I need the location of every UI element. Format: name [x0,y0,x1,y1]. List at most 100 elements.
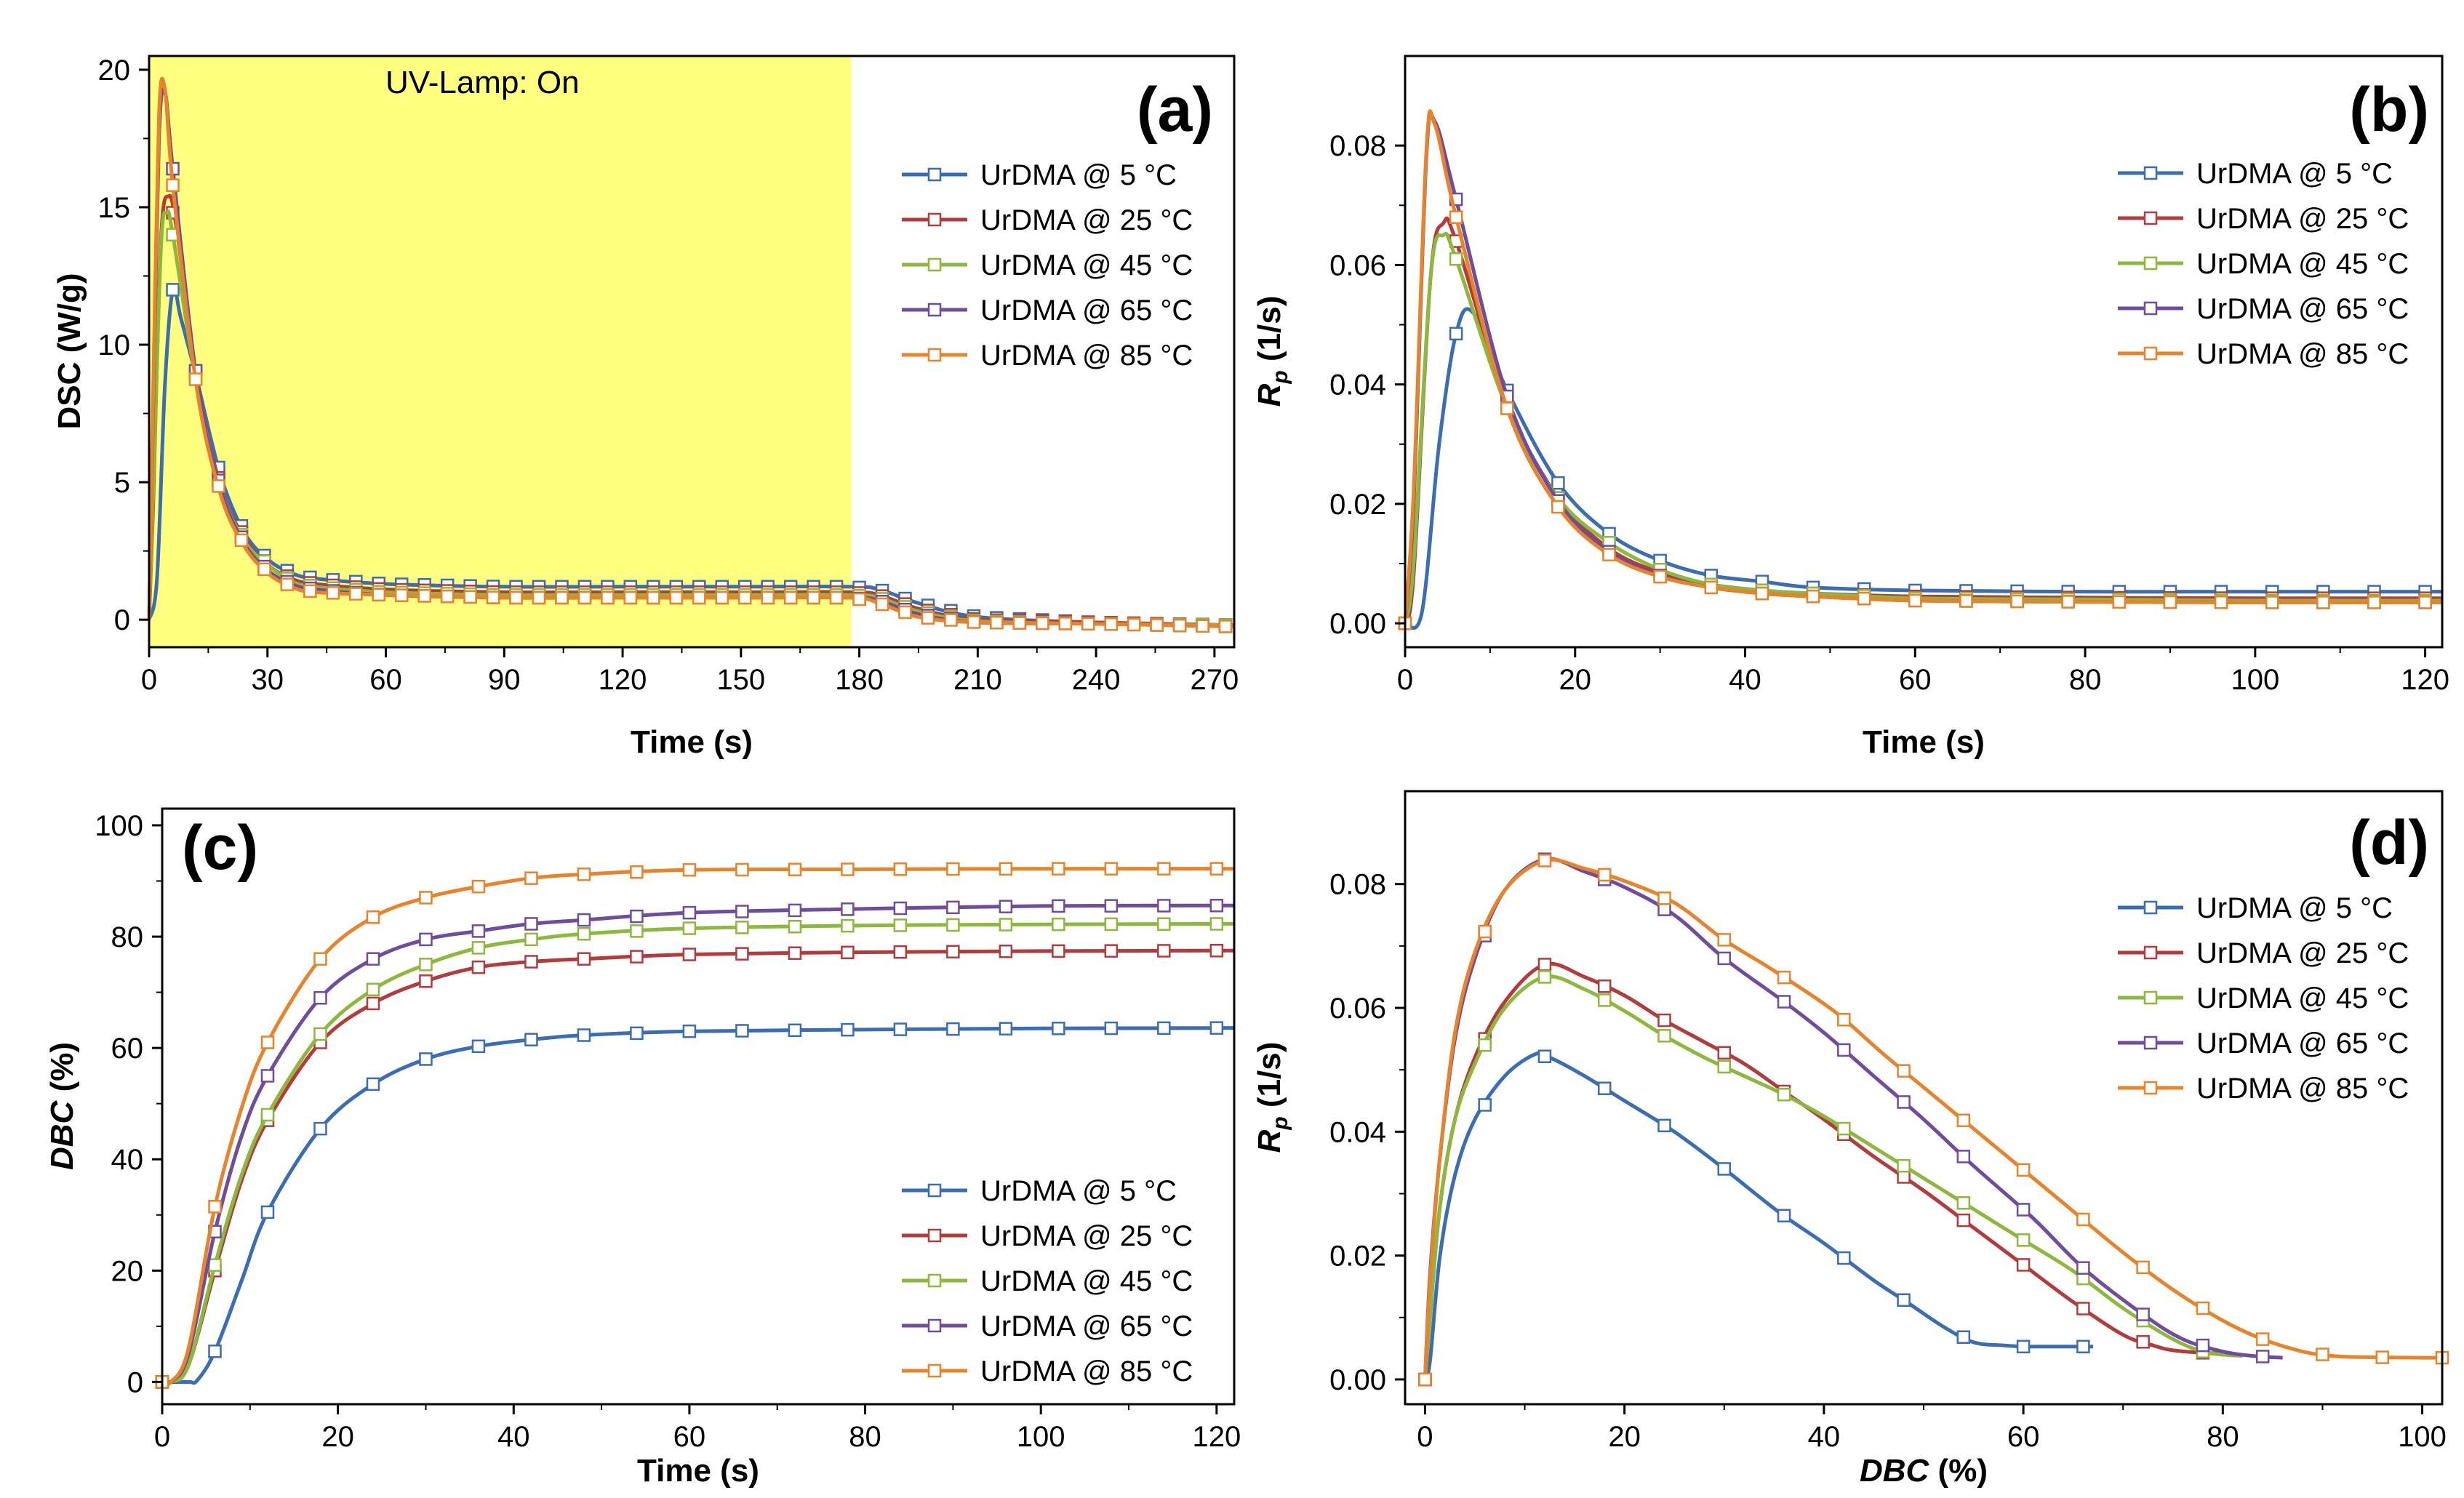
series-marker-c-4-15 [946,862,960,876]
x-axis-title-a: Time (s) [631,724,753,760]
series-marker-c-1-18 [1104,944,1119,958]
series-marker-d-4-2 [1537,854,1552,868]
y-axis-title-d-unit: (1/s) [1252,1042,1287,1117]
x-axis-title-d: DBC (%) [1860,1453,1988,1489]
x-tick-label-d-3: 60 [2007,1421,2040,1453]
legend-marker-b-3 [2143,301,2158,316]
legend-marker-a-3 [927,303,942,317]
x-tick-label-d-2: 40 [1808,1421,1841,1453]
x-tick-label-a-8: 240 [1072,664,1121,696]
series-marker-c-1-13 [841,945,855,960]
legend-label-b-2: UrDMA @ 45 °C [2196,248,2409,280]
series-marker-c-0-14 [893,1022,908,1036]
series-marker-c-0-6 [471,1039,486,1054]
legend-marker-d-4 [2143,1081,2158,1095]
series-marker-d-4-16 [2375,1350,2389,1364]
series-marker-d-3-5 [1717,951,1732,966]
series-marker-a-4-28 [807,590,820,605]
series-marker-d-3-6 [1777,995,1791,1009]
y-tick-label-b-4: 0.08 [1329,130,1386,162]
series-marker-a-4-36 [990,616,1004,630]
series-marker-a-4-45 [1196,619,1209,633]
y-tick-label-a-0: 0 [114,604,130,636]
series-marker-a-4-0 [166,178,180,192]
series-marker-c-0-8 [577,1028,591,1042]
x-tick-label-d-5: 100 [2398,1421,2447,1453]
y-axis-title-a: DSC (W/g) [52,273,87,429]
series-marker-c-2-14 [893,918,908,932]
series-line-a-1 [147,193,1235,628]
series-marker-a-0-0 [166,283,180,297]
legend-label-c-1: UrDMA @ 25 °C [980,1220,1193,1252]
series-marker-c-1-6 [471,960,486,974]
series-marker-c-1-7 [524,955,538,969]
x-axis-title-d-unit: (%) [1929,1453,1988,1489]
series-marker-c-4-2 [260,1036,275,1049]
y-axis-d: 0.00 0.02 0.04 0.06 0.08 [1329,869,1405,1396]
series-marker-d-3-7 [1837,1043,1851,1057]
series-marker-b-4-17 [2265,596,2279,609]
series-marker-c-3-13 [841,902,855,916]
x-tick-label-a-2: 60 [369,664,402,696]
series-marker-a-4-32 [898,605,912,620]
x-tick-label-c-2: 40 [497,1421,530,1453]
axes-frame-a [148,55,1236,649]
legend-marker-d-0 [2143,900,2158,915]
series-marker-c-4-8 [577,868,591,881]
y-tick-label-b-0: 0.00 [1329,608,1386,640]
series-marker-c-2-15 [946,918,960,932]
x-tick-label-b-2: 40 [1729,664,1761,696]
series-marker-c-4-14 [893,862,908,876]
legend-marker-b-2 [2143,256,2158,271]
series-marker-c-2-10 [682,921,697,935]
legend-c: UrDMA @ 5 °C UrDMA @ 25 °C UrDMA @ 45 °C Ur… [902,1175,1193,1387]
legend-label-b-3: UrDMA @ 65 °C [2196,293,2409,325]
series-marker-d-1-3 [1597,979,1612,993]
legend-label-d-3: UrDMA @ 65 °C [2196,1028,2409,1060]
series-marker-d-4-14 [2255,1332,2270,1346]
series-marker-c-2-12 [788,920,802,934]
series-marker-c-2-19 [1157,917,1171,931]
legend-marker-c-2 [927,1273,942,1288]
series-marker-c-4-10 [682,862,697,877]
series-marker-b-4-10 [1908,593,1922,608]
series-marker-b-4-13 [2061,595,2075,609]
series-marker-a-4-27 [783,590,798,605]
series-marker-d-0-3 [1597,1081,1612,1095]
y-axis-title-d-sub: p [1268,1116,1292,1130]
x-axis-d: 0 20 40 60 80 100 [1417,1404,2447,1453]
series-marker-c-4-16 [999,862,1013,876]
series-marker-a-4-17 [555,590,569,605]
x-tick-label-a-7: 210 [953,664,1002,696]
y-axis-title-d: Rp (1/s) [1252,1042,1292,1153]
series-marker-d-0-4 [1657,1118,1671,1133]
x-tick-label-a-4: 120 [599,664,647,696]
series-marker-a-4-13 [463,590,477,604]
series-marker-d-1-5 [1717,1046,1732,1060]
series-marker-a-4-7 [326,586,340,600]
series-marker-c-1-17 [1052,944,1065,958]
panel-b: 0 20 40 60 80 100 120 0.00 0.02 0.04 0.06 0.08 (b)… [1252,55,2449,760]
series-marker-c-3-9 [630,909,644,924]
x-tick-label-d-0: 0 [1417,1421,1433,1453]
series-marker-c-0-2 [260,1205,275,1219]
series-marker-c-0-1 [208,1345,222,1358]
x-tick-label-a-6: 180 [835,664,884,696]
series-marker-d-4-7 [1837,1012,1851,1027]
series-marker-a-4-20 [623,590,638,605]
series-marker-c-4-17 [1052,862,1065,876]
y-tick-label-b-2: 0.04 [1329,369,1386,401]
x-axis-a: 0 30 60 90 120 150 180 210 240 270 [141,647,1239,696]
series-marker-a-4-29 [829,590,844,605]
series-marker-a-4-24 [715,590,729,605]
series-marker-c-0-10 [682,1024,697,1038]
legend-label-b-0: UrDMA @ 5 °C [2196,158,2393,190]
series-marker-c-2-18 [1104,917,1119,932]
series-marker-d-2-4 [1657,1029,1671,1043]
y-axis-b: 0.00 0.02 0.04 0.06 0.08 [1329,130,1405,640]
x-tick-label-b-4: 80 [2069,664,2102,696]
series-marker-a-4-25 [737,590,752,605]
series-marker-c-4-18 [1104,862,1119,876]
legend-d: UrDMA @ 5 °C UrDMA @ 25 °C UrDMA @ 45 °C Ur… [2118,892,2409,1105]
series-marker-a-4-1 [188,372,203,386]
